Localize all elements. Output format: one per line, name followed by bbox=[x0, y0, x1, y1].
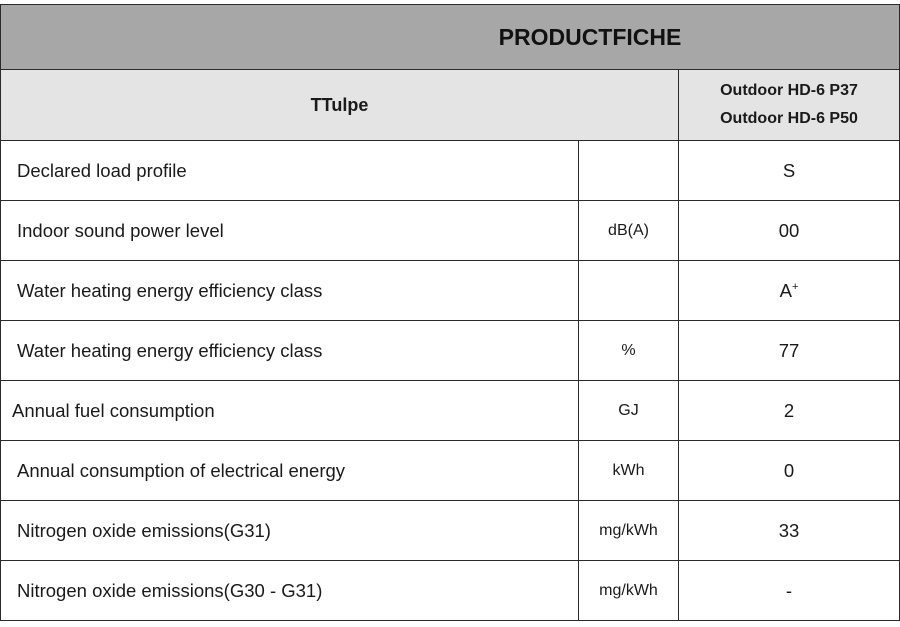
row-value: 2 bbox=[677, 380, 900, 441]
model-names-cell: Outdoor HD-6 P37 Outdoor HD-6 P50 bbox=[677, 69, 900, 141]
table-row: Water heating energy efficiency class % … bbox=[0, 320, 900, 381]
row-value: - bbox=[677, 560, 900, 621]
row-label: Indoor sound power level bbox=[0, 200, 579, 261]
row-label: Declared load profile bbox=[0, 140, 579, 201]
row-label: Water heating energy efficiency class bbox=[0, 260, 579, 321]
title-row: PRODUCTFICHE bbox=[0, 4, 900, 70]
table-row: Annual fuel consumption GJ 2 bbox=[0, 380, 900, 441]
row-value: S bbox=[677, 140, 900, 201]
row-value: 33 bbox=[677, 500, 900, 561]
row-unit: kWh bbox=[578, 440, 679, 501]
energy-class-letter: A bbox=[779, 279, 792, 301]
table-row: Declared load profile S bbox=[0, 140, 900, 201]
page-title: PRODUCTFICHE bbox=[498, 23, 682, 50]
row-label: Nitrogen oxide emissions(G31) bbox=[0, 500, 579, 561]
row-label: Annual fuel consumption bbox=[0, 380, 579, 441]
model-name: Outdoor HD-6 P50 bbox=[720, 110, 858, 127]
table-row: Indoor sound power level dB(A) 00 bbox=[0, 200, 900, 261]
title-cell: PRODUCTFICHE bbox=[0, 4, 900, 70]
row-label: Nitrogen oxide emissions(G30 - G31) bbox=[0, 560, 579, 621]
header-row: TTulpe Outdoor HD-6 P37 Outdoor HD-6 P50 bbox=[0, 69, 900, 141]
row-label: Annual consumption of electrical energy bbox=[0, 440, 579, 501]
product-fiche-table: PRODUCTFICHE TTulpe Outdoor HD-6 P37 Out… bbox=[0, 4, 900, 621]
row-unit: GJ bbox=[578, 380, 679, 441]
row-value: A+ bbox=[677, 260, 900, 321]
table-row: Water heating energy efficiency class A+ bbox=[0, 260, 900, 321]
product-fiche-sheet: PRODUCTFICHE TTulpe Outdoor HD-6 P37 Out… bbox=[0, 4, 900, 621]
table-row: Nitrogen oxide emissions(G30 - G31) mg/k… bbox=[0, 560, 900, 621]
row-value: 77 bbox=[677, 320, 900, 381]
table-row: Nitrogen oxide emissions(G31) mg/kWh 33 bbox=[0, 500, 900, 561]
table-row: Annual consumption of electrical energy … bbox=[0, 440, 900, 501]
row-unit: dB(A) bbox=[578, 200, 679, 261]
row-value: 00 bbox=[677, 200, 900, 261]
row-unit bbox=[578, 260, 679, 321]
row-value: 0 bbox=[677, 440, 900, 501]
energy-class-plus: + bbox=[791, 280, 799, 293]
type-label: TTulpe bbox=[0, 69, 679, 141]
row-label: Water heating energy efficiency class bbox=[0, 320, 579, 381]
row-unit bbox=[578, 140, 679, 201]
row-unit: mg/kWh bbox=[578, 560, 679, 621]
model-name: Outdoor HD-6 P37 bbox=[720, 82, 858, 99]
row-unit: % bbox=[578, 320, 679, 381]
row-unit: mg/kWh bbox=[578, 500, 679, 561]
